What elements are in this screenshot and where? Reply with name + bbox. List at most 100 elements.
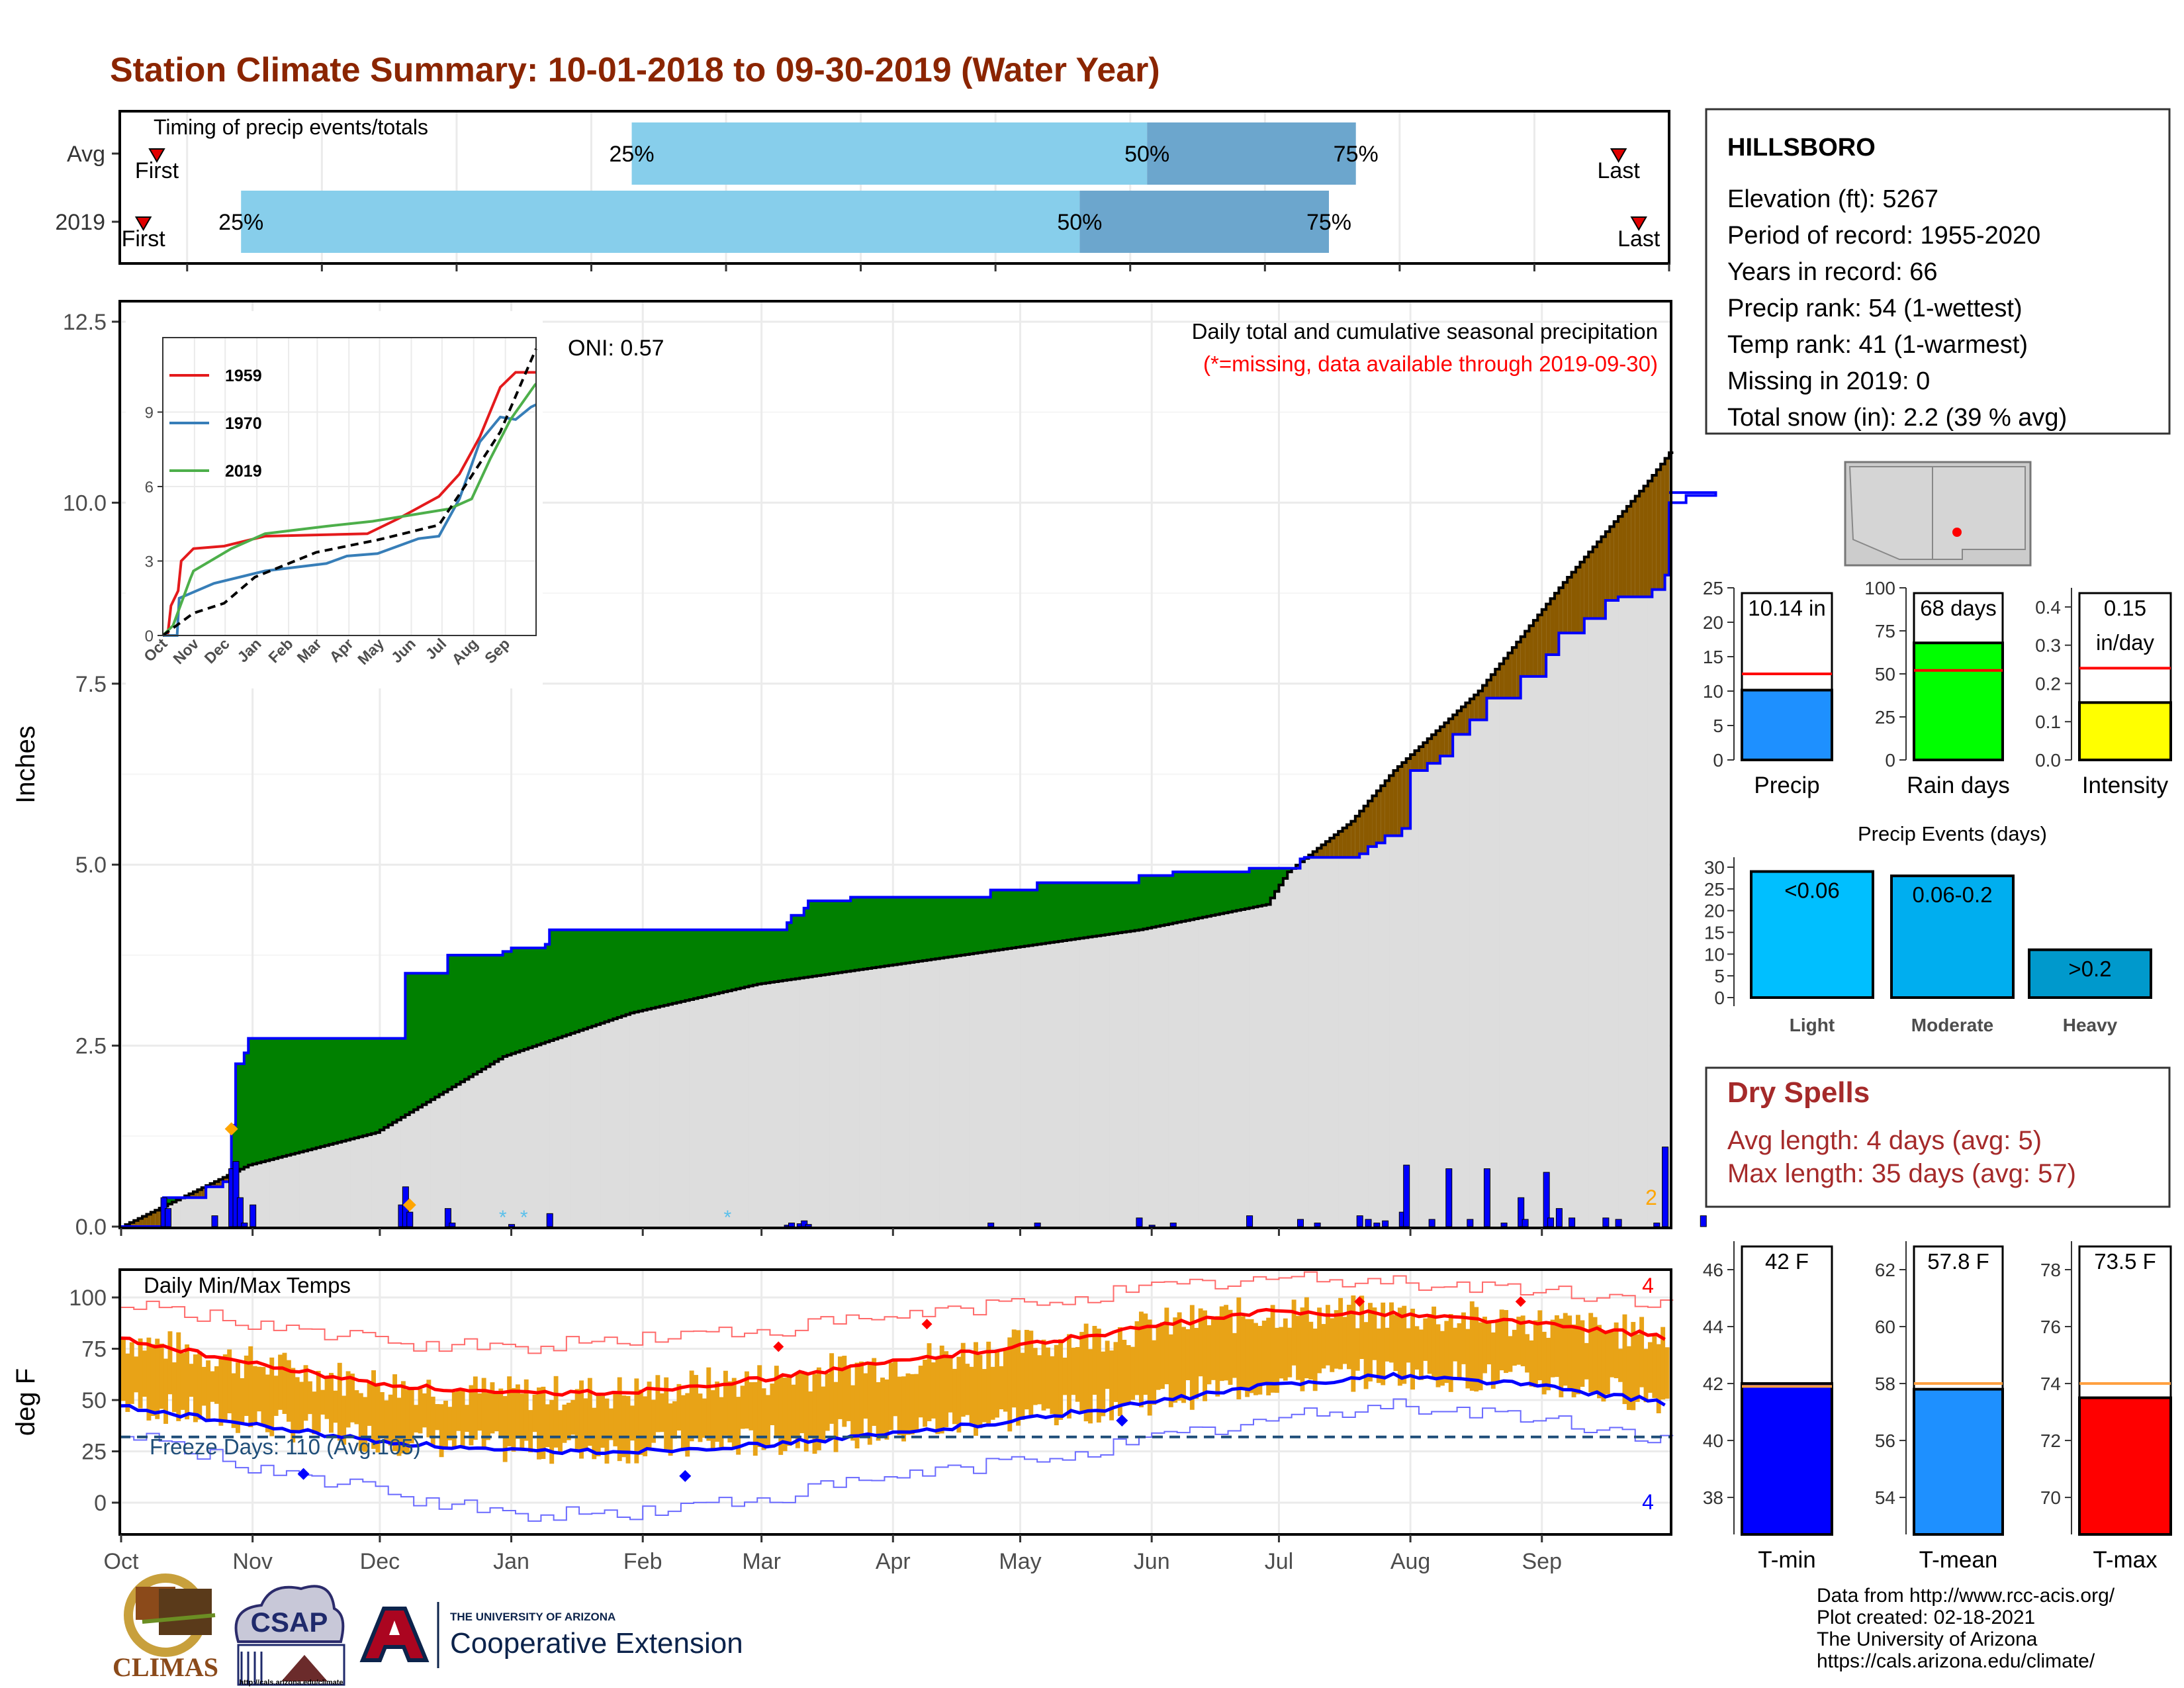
daily-temp-range [1576, 1315, 1580, 1395]
daily-temp-range [1363, 1322, 1369, 1389]
above-normal-area [757, 929, 762, 984]
daily-temp-range [1516, 1317, 1522, 1365]
daily-temp-range [553, 1376, 559, 1448]
above-normal-area [634, 929, 639, 1012]
daily-temp-range [1215, 1316, 1220, 1397]
normal-area [545, 1042, 550, 1227]
daily-temp-range [952, 1368, 957, 1425]
above-normal-area [1261, 868, 1267, 906]
normal-area [341, 1141, 347, 1227]
station-info-line: Total snow (in): 2.2 (39 % avg) [1727, 404, 2067, 432]
daily-temp-range [1308, 1321, 1314, 1380]
timing-row-label: Avg [67, 142, 105, 167]
daily-temp-range [1198, 1308, 1203, 1377]
normal-area [1300, 861, 1305, 1227]
normal-area [1045, 943, 1050, 1227]
daily-temp-range [821, 1386, 826, 1444]
normal-area [978, 953, 983, 1227]
above-normal-area [447, 955, 453, 1090]
above-normal-area [1232, 872, 1237, 912]
normal-area [1533, 620, 1538, 1227]
normal-area [1050, 942, 1055, 1227]
below-normal-area [1359, 811, 1365, 854]
daily-precip-bar [1169, 1223, 1177, 1227]
normal-area [986, 951, 991, 1227]
daily-temp-range [986, 1341, 991, 1427]
below-normal-area [1652, 475, 1657, 590]
daily-temp-range [159, 1343, 164, 1409]
below-normal-area [210, 1183, 215, 1187]
above-normal-area [689, 929, 694, 1000]
normal-area [859, 969, 864, 1227]
normal-area [736, 988, 741, 1227]
above-normal-area [944, 897, 949, 958]
daily-temp-range [1601, 1332, 1606, 1402]
above-normal-area [341, 1038, 347, 1141]
above-normal-area [469, 955, 474, 1077]
daily-temp-range [1016, 1330, 1021, 1426]
daily-temp-range [201, 1366, 206, 1406]
temps-month-label: Feb [623, 1549, 662, 1574]
normal-area [1177, 922, 1182, 1227]
normal-area [1291, 868, 1297, 1227]
normal-area [876, 967, 881, 1227]
above-normal-area [443, 973, 449, 1092]
normal-area [1389, 775, 1394, 1227]
normal-area [1588, 551, 1594, 1227]
daily-precip-bar [1547, 1217, 1555, 1227]
above-normal-area [257, 1038, 262, 1163]
normal-area [761, 983, 766, 1227]
normal-area [244, 1167, 249, 1227]
summary-y-tick-label: 78 [2040, 1260, 2061, 1280]
daily-temp-range [574, 1389, 580, 1452]
above-normal-area [952, 897, 958, 957]
daily-temp-range [969, 1366, 974, 1424]
daily-temp-range [1317, 1307, 1322, 1374]
daily-temp-range [1138, 1311, 1144, 1407]
daily-temp-range [456, 1388, 461, 1431]
normal-area [1325, 841, 1330, 1227]
normal-area [1626, 506, 1631, 1227]
daily-temp-range [1664, 1347, 1670, 1399]
daily-precip-bar [164, 1208, 171, 1227]
normal-area [731, 990, 737, 1227]
above-normal-area [1189, 872, 1195, 920]
below-normal-area [1393, 771, 1398, 836]
below-normal-area [1516, 641, 1522, 698]
above-normal-area [396, 1038, 402, 1120]
normal-area [1092, 936, 1097, 1227]
above-normal-area [859, 897, 864, 970]
daily-temp-range [210, 1371, 215, 1402]
temps-month-label: Aug [1390, 1549, 1431, 1574]
normal-area [1601, 536, 1606, 1227]
daily-temp-range [1563, 1313, 1568, 1386]
below-normal-area [1508, 653, 1513, 698]
normal-area [1576, 567, 1581, 1227]
below-normal-area [1432, 734, 1437, 764]
daily-temp-range [1385, 1327, 1390, 1362]
below-normal-area [1559, 587, 1564, 633]
precip-events-category-label: Heavy [2063, 1015, 2118, 1035]
dry-spells-border [1705, 1066, 2171, 1208]
daily-temp-range [1622, 1314, 1627, 1405]
below-normal-area [1355, 816, 1360, 858]
daily-temp-range [1397, 1307, 1402, 1386]
above-normal-area [498, 955, 504, 1059]
above-normal-area [236, 1063, 241, 1172]
daily-temp-range [426, 1380, 432, 1438]
daily-temp-range [791, 1384, 796, 1439]
normal-area [981, 952, 987, 1227]
daily-temp-range [460, 1389, 465, 1448]
summary-y-tick-label: 40 [1703, 1430, 1723, 1451]
dry-spells-box: Dry Spells Avg length: 4 days (avg: 5) Max… [1705, 1066, 2171, 1208]
normal-area [1402, 763, 1407, 1227]
daily-temp-range [812, 1374, 817, 1454]
normal-area [880, 966, 886, 1227]
normal-area [1656, 469, 1661, 1227]
timing-bar-q50-q75 [1147, 122, 1356, 185]
below-normal-area [1546, 604, 1551, 655]
above-normal-area [1181, 872, 1187, 921]
normal-area [1478, 690, 1483, 1227]
below-normal-area [1643, 486, 1649, 597]
below-normal-area [155, 1210, 160, 1227]
